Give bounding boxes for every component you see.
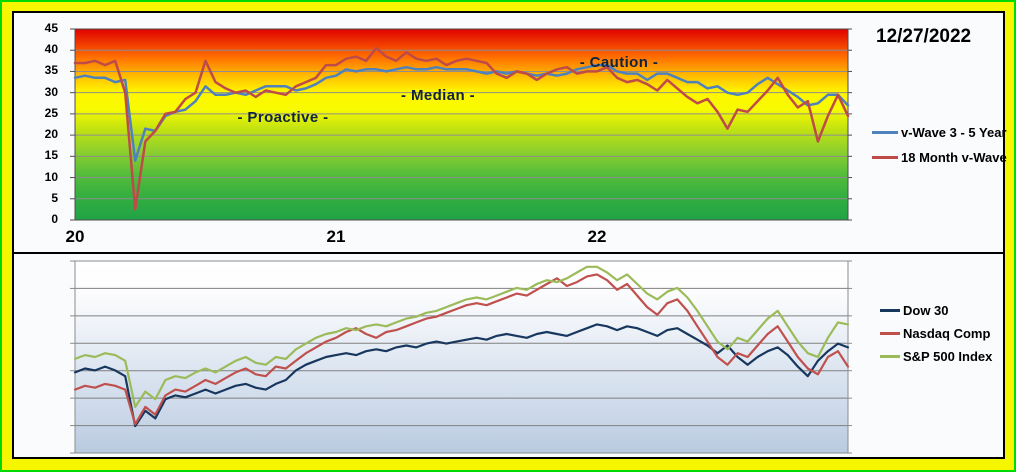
- series-line-nasdaq-comp: [73, 273, 850, 426]
- y-tick-label: 40: [44, 42, 58, 57]
- y-tick-label: 20: [44, 127, 58, 142]
- series-line-s-p-500-index: [73, 265, 850, 408]
- y-tick-label: 35: [44, 63, 58, 78]
- x-tick-label: 21: [326, 227, 346, 246]
- x-tick-label: 22: [587, 227, 607, 246]
- series-line-18-month-v-wave: [73, 46, 850, 211]
- indexes-chart-svg: [70, 260, 852, 454]
- panel-divider: [12, 252, 1005, 254]
- legend-label-dow: Dow 30: [903, 303, 949, 318]
- as-of-date: 12/27/2022: [876, 26, 972, 47]
- index-legend: Dow 30 Nasdaq Comp S&P 500 Index: [880, 299, 992, 368]
- legend-label-nasdaq: Nasdaq Comp: [903, 326, 991, 341]
- y-tick-label: 0: [51, 212, 58, 226]
- legend-label-18-month: 18 Month v-Wave: [901, 150, 1007, 165]
- y-tick-label: 25: [44, 105, 58, 120]
- y-tick-label: 10: [44, 169, 58, 184]
- legend-item: S&P 500 Index: [880, 345, 992, 368]
- vwave-3-5-line-sample: [872, 131, 898, 134]
- annotation-caution: - Caution -: [579, 54, 659, 71]
- nasdaq-line-sample: [880, 332, 900, 335]
- y-tick-label: 15: [44, 148, 58, 163]
- legend-item: Dow 30: [880, 299, 992, 322]
- x-tick-label: 20: [65, 227, 85, 246]
- legend-item: v-Wave 3 - 5 Year: [872, 120, 1007, 145]
- sp500-line-sample: [880, 355, 900, 358]
- dow-line-sample: [880, 309, 900, 312]
- vwave-legend: v-Wave 3 - 5 Year 18 Month v-Wave: [872, 120, 1007, 170]
- vwave-plot-area: 0 5 10 15 20 25 30 35 40 45 20 21 22: [45, 21, 852, 246]
- vwave-chart-svg: [70, 28, 852, 221]
- vwave-18-month-line-sample: [872, 156, 898, 159]
- annotation-proactive: - Proactive -: [237, 109, 329, 126]
- legend-label-vwave-3-5: v-Wave 3 - 5 Year: [901, 125, 1007, 140]
- legend-item: Nasdaq Comp: [880, 322, 992, 345]
- series-line-v-wave-3-5-year: [73, 63, 850, 162]
- legend-label-sp500: S&P 500 Index: [903, 349, 993, 364]
- legend-item: 18 Month v-Wave: [872, 145, 1007, 170]
- annotation-median: - Median -: [401, 87, 475, 104]
- index-plot-area: [70, 260, 852, 454]
- y-tick-label: 45: [44, 21, 58, 35]
- y-tick-label: 30: [44, 84, 58, 99]
- series-line-dow-30: [73, 323, 850, 428]
- y-tick-label: 5: [51, 190, 58, 205]
